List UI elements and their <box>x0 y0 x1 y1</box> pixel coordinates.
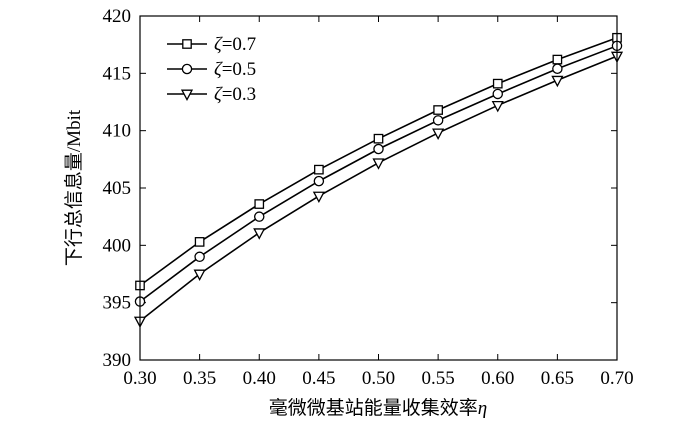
legend: ζ=0.7 ζ=0.5 ζ=0.3 <box>167 34 256 105</box>
data-point <box>373 143 384 155</box>
legend-item: ζ=0.7 <box>167 34 256 55</box>
data-point <box>552 54 563 65</box>
ticks-layer: 0.30 0.35 0.40 0.45 0.50 0.55 0.60 0.65 0.70 390 3… <box>103 6 634 389</box>
data-point <box>432 128 445 140</box>
y-tick-label: 420 <box>103 6 132 27</box>
legend-label: ζ=0.7 <box>214 34 256 55</box>
x-tick-label: 0.50 <box>362 368 395 389</box>
data-point <box>373 133 384 144</box>
x-tick-label: 0.55 <box>422 368 455 389</box>
series-line <box>139 45 618 303</box>
legend-item: ζ=0.3 <box>167 84 256 105</box>
data-point <box>194 251 205 263</box>
y-axis-title: 下行总信息量/Mbit <box>63 109 85 266</box>
legend-label: ζ=0.5 <box>214 59 256 80</box>
x-tick-label: 0.40 <box>243 368 276 389</box>
series-circle <box>134 40 623 307</box>
data-point <box>313 175 325 187</box>
legend-label: ζ=0.3 <box>214 84 256 105</box>
data-point <box>253 211 265 222</box>
legend-item: ζ=0.5 <box>167 59 256 80</box>
series-line <box>139 55 618 322</box>
data-point <box>492 88 503 100</box>
x-tick-label: 0.45 <box>302 368 335 389</box>
data-point <box>551 75 564 88</box>
legend-marker <box>180 89 194 101</box>
data-point <box>253 228 266 240</box>
data-point <box>491 100 504 113</box>
x-tick-label: 0.65 <box>541 368 574 389</box>
data-point <box>312 191 325 204</box>
y-tick-label: 405 <box>103 178 132 199</box>
series-triangle-down <box>133 51 624 328</box>
legend-marker <box>181 63 193 75</box>
x-tick-label: 0.60 <box>481 368 514 389</box>
y-tick-label: 390 <box>103 350 132 371</box>
x-tick-label: 0.30 <box>123 368 156 389</box>
data-point <box>432 115 444 126</box>
x-tick-label: 0.70 <box>600 368 633 389</box>
legend-marker <box>182 39 192 49</box>
data-point <box>552 63 563 74</box>
data-point <box>314 164 324 175</box>
y-tick-label: 415 <box>103 63 132 84</box>
series-layer <box>133 32 624 328</box>
data-point <box>254 199 265 209</box>
data-point <box>492 78 503 89</box>
x-tick-label: 0.35 <box>183 368 216 389</box>
y-tick-label: 395 <box>103 293 132 314</box>
y-tick-label: 410 <box>103 121 132 142</box>
data-point <box>433 105 443 115</box>
data-point <box>193 269 206 281</box>
x-axis-title: 毫微微基站能量收集效率η <box>269 397 487 419</box>
plot-frame <box>139 15 618 361</box>
data-point <box>372 158 385 170</box>
y-tick-label: 400 <box>103 235 132 256</box>
data-point <box>194 237 205 247</box>
